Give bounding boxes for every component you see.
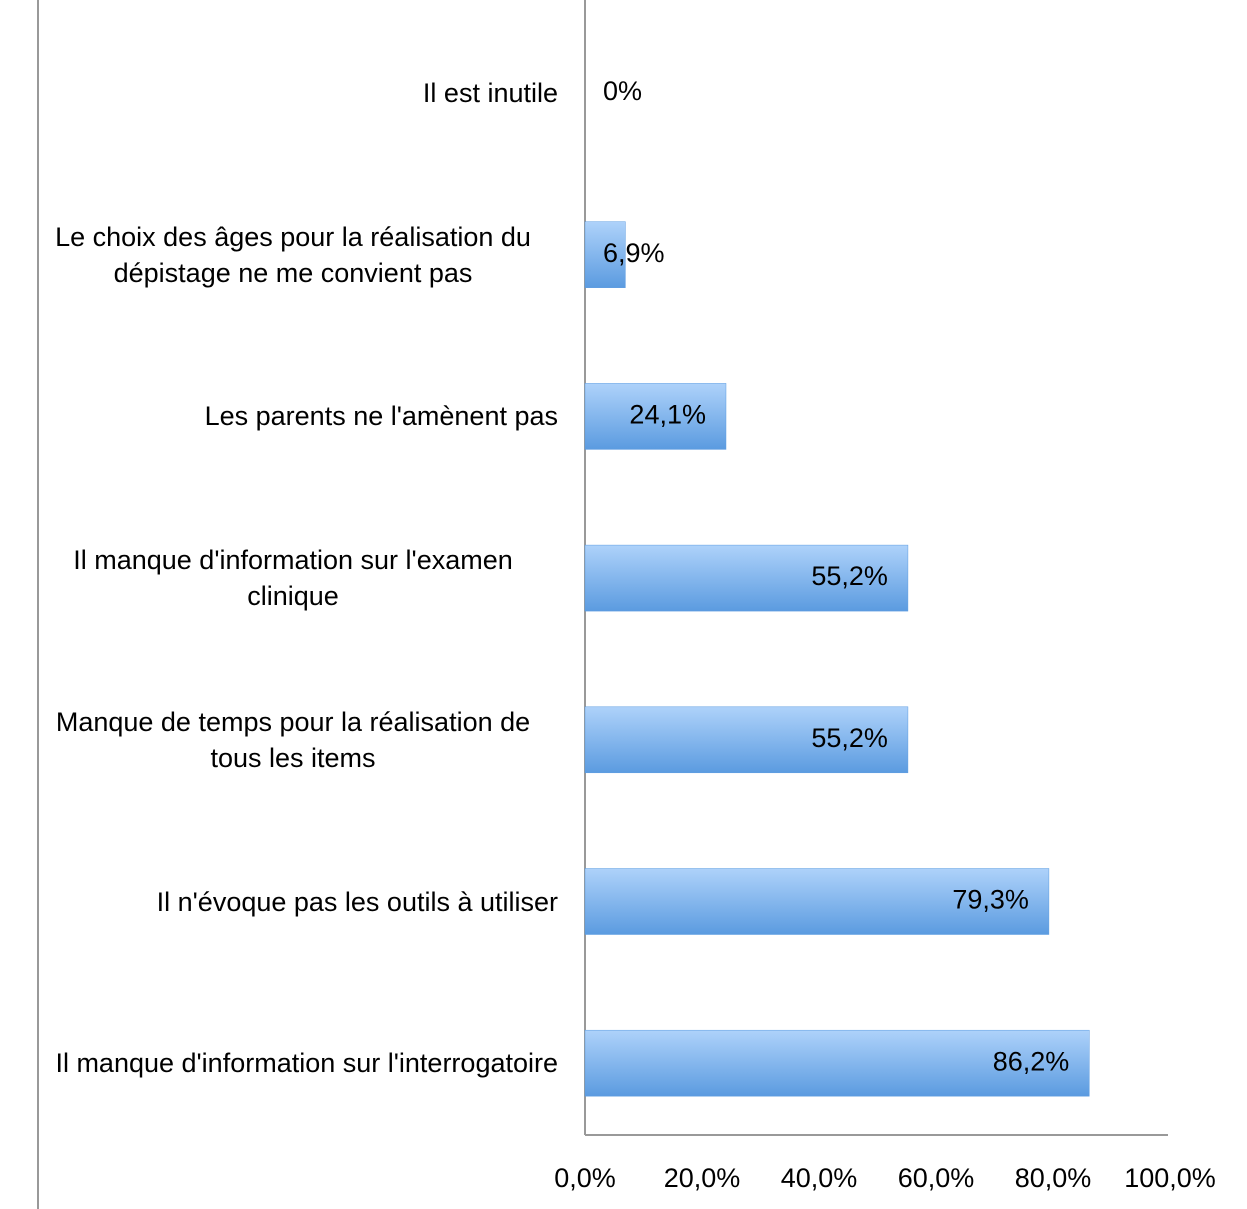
bar [584,221,626,288]
data-label: 0% [603,76,642,106]
category-label: Il est inutile [422,78,558,108]
bar [584,1029,1090,1097]
bar [584,544,909,612]
category-label: Il manque d'information sur l'interrogat… [55,1048,558,1079]
data-label: 6,9% [603,238,665,268]
x-tick-label: 0,0% [554,1163,616,1193]
data-label: 55,2% [811,561,888,591]
category-label: Les parents ne l'amènent pas [204,401,558,432]
data-label: 79,3% [952,885,1029,915]
data-label: 86,2% [993,1046,1070,1076]
x-tick-label: 80,0% [1015,1163,1092,1193]
x-tick-label: 100,0% [1124,1163,1216,1193]
bar [584,383,727,450]
bar [584,868,1050,935]
category-label: Il manque d'information sur l'examen cli… [73,545,513,612]
bar [584,706,909,774]
x-tick-label: 60,0% [898,1163,975,1193]
category-label: Manque de temps pour la réalisation de t… [55,706,531,773]
data-label: 24,1% [629,400,706,430]
data-label: 55,2% [811,723,888,753]
x-tick-label: 40,0% [781,1163,858,1193]
category-label: Il n'évoque pas les outils à utiliser [156,886,558,917]
x-tick-label: 20,0% [664,1163,741,1193]
category-label: Le choix des âges pour la réalisation du… [55,221,531,288]
